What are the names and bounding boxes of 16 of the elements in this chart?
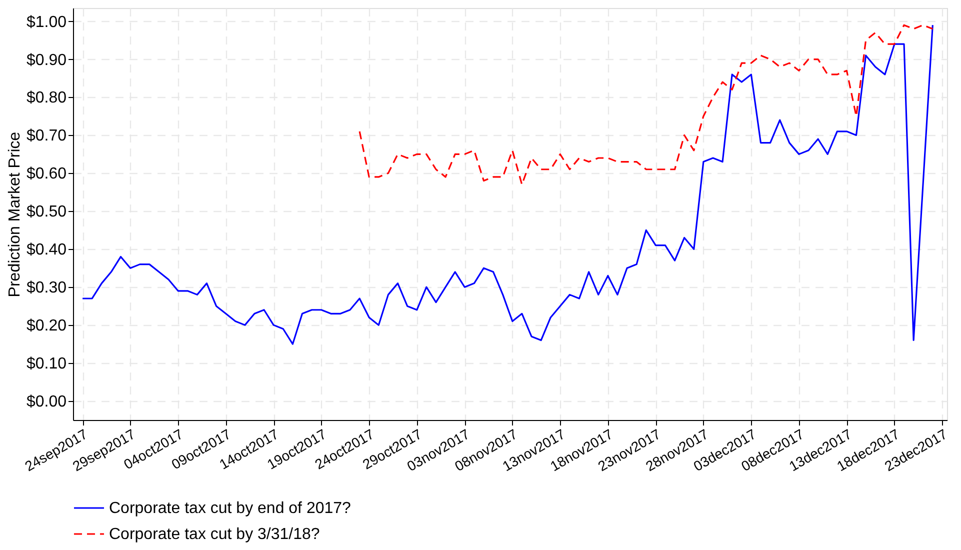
y-tick-label: $0.30	[26, 280, 67, 297]
y-tick-label: $0.50	[26, 204, 67, 221]
y-tick-label: $0.90	[26, 52, 67, 69]
y-tick-label: $1.00	[26, 14, 67, 31]
legend-label: Corporate tax cut by 3/31/18?	[109, 526, 320, 543]
y-tick-label: $0.10	[26, 356, 67, 373]
y-tick-label: $0.20	[26, 318, 67, 335]
y-tick-label: $0.70	[26, 128, 67, 145]
y-tick-label: $0.00	[26, 394, 67, 411]
line-series	[82, 24, 934, 345]
y-axis-title: Prediction Market Price	[6, 132, 24, 298]
line-series	[358, 24, 934, 186]
legend-label: Corporate tax cut by end of 2017?	[109, 500, 352, 517]
y-tick-label: $0.40	[26, 242, 67, 259]
y-tick-label: $0.60	[26, 166, 67, 183]
y-tick-label: $0.80	[26, 90, 67, 107]
